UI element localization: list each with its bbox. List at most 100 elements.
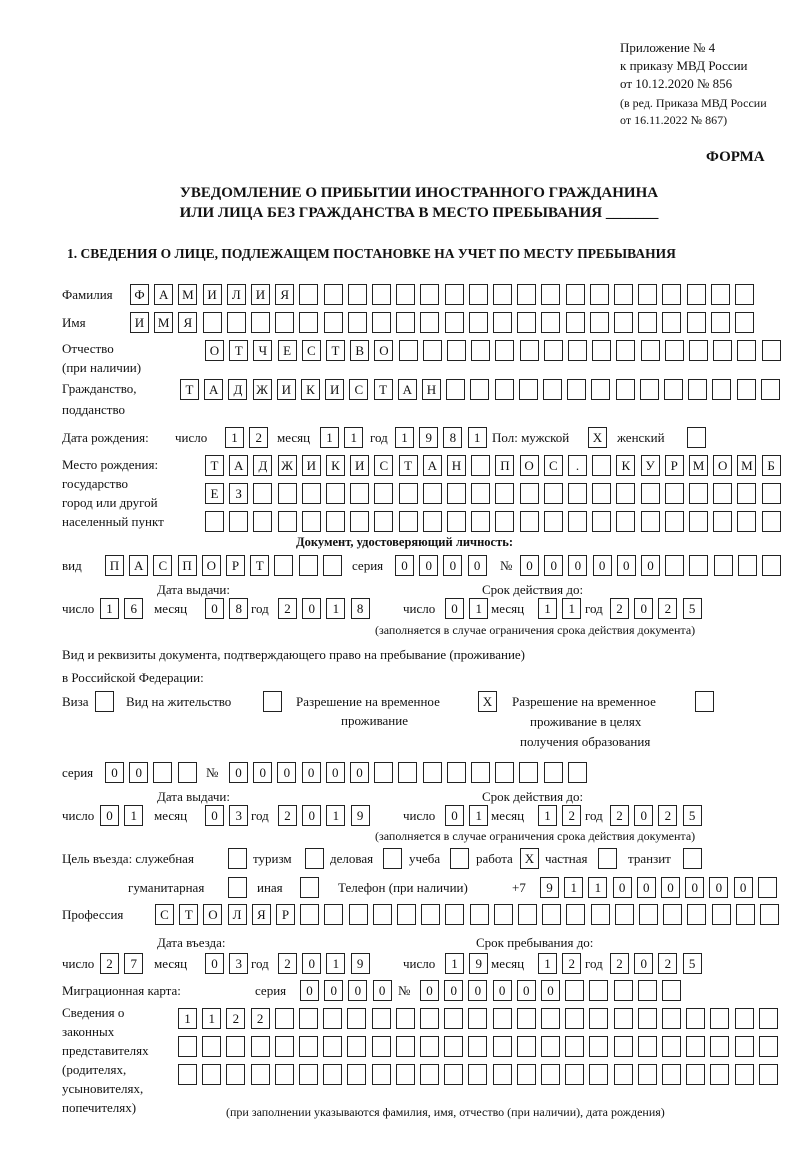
reps-3-box[interactable] [541,1064,560,1085]
patronymic-box[interactable] [447,340,466,361]
surname-box[interactable] [517,284,537,305]
phone-box[interactable]: 9 [540,877,559,898]
purpose-study-box[interactable] [450,848,469,869]
birth-place-3-box[interactable] [713,511,733,532]
reps-1-box[interactable] [299,1008,318,1029]
patronymic-box[interactable] [664,340,684,361]
id-number-box[interactable]: 0 [520,555,539,576]
reps-2-box[interactable] [395,1036,415,1057]
birth-place-1-box[interactable]: О [519,455,539,476]
id-valid-day-box[interactable]: 0 [445,598,464,619]
reps-2-box[interactable] [662,1036,681,1057]
birth-place-2-box[interactable] [616,483,636,504]
profession-box[interactable] [735,904,755,925]
birth-month-box[interactable]: 1 [320,427,339,448]
reps-2-box[interactable] [371,1036,391,1057]
birth-place-3-box[interactable] [737,511,757,532]
reps-2-box[interactable] [565,1036,585,1057]
reps-3-box[interactable] [468,1064,488,1085]
name-box[interactable] [251,312,270,333]
purpose-tourism-box[interactable] [305,848,324,869]
name-box[interactable]: Я [178,312,198,333]
surname-box[interactable] [323,284,343,305]
birth-place-2-box[interactable] [543,483,563,504]
birth-place-1-box[interactable]: Ж [277,455,297,476]
birth-place-1-box[interactable]: И [301,455,321,476]
profession-box[interactable] [300,904,320,925]
citizenship-box[interactable]: Д [228,379,248,400]
id-number-box[interactable]: 0 [641,555,660,576]
citizenship-box[interactable]: К [301,379,320,400]
birth-year-box[interactable]: 1 [467,427,487,448]
reps-1-box[interactable] [323,1008,343,1029]
reps-3-box[interactable] [589,1064,609,1085]
birth-place-1-box[interactable]: Т [398,455,418,476]
birth-place-2-box[interactable] [301,483,321,504]
name-box[interactable] [420,312,440,333]
id-series-box[interactable]: 0 [395,555,414,576]
reps-2-box[interactable] [299,1036,318,1057]
reps-1-box[interactable] [274,1008,294,1029]
reps-3-box[interactable] [565,1064,585,1085]
sex-male-box[interactable]: X [588,427,607,448]
purpose-humanitarian-box[interactable] [228,877,247,898]
birth-place-1-box[interactable]: А [422,455,442,476]
reps-2-box[interactable] [202,1036,222,1057]
reps-1-box[interactable] [420,1008,439,1029]
id-valid-month-box[interactable]: 1 [562,598,582,619]
stay-until-day-box[interactable]: 9 [469,953,489,974]
reps-1-box[interactable] [468,1008,488,1029]
id-kind-box[interactable] [274,555,294,576]
citizenship-box[interactable] [688,379,708,400]
name-box[interactable] [614,312,633,333]
citizenship-box[interactable]: И [276,379,296,400]
birth-place-2-box[interactable] [519,483,539,504]
reps-2-box[interactable] [178,1036,197,1057]
id-issue-month-box[interactable]: 0 [205,598,224,619]
reps-1-box[interactable]: 2 [250,1008,270,1029]
entry-month-box[interactable]: 3 [229,953,249,974]
reps-2-box[interactable] [250,1036,270,1057]
entry-day-box[interactable]: 7 [124,953,144,974]
id-kind-box[interactable]: А [129,555,149,576]
reps-1-box[interactable] [516,1008,536,1029]
reps-3-box[interactable] [662,1064,681,1085]
id-valid-month-box[interactable]: 1 [538,598,557,619]
sex-female-box[interactable] [687,427,706,448]
birth-place-1-box[interactable]: Т [205,455,224,476]
surname-box[interactable] [347,284,367,305]
patronymic-box[interactable] [713,340,733,361]
stay-number-box[interactable]: 0 [229,762,248,783]
name-box[interactable] [396,312,416,333]
citizenship-box[interactable]: Т [373,379,393,400]
profession-box[interactable] [348,904,368,925]
reps-2-box[interactable] [637,1036,657,1057]
citizenship-box[interactable] [664,379,683,400]
birth-place-1-box[interactable]: А [229,455,249,476]
reps-3-box[interactable] [274,1064,294,1085]
stay-series-box[interactable]: 0 [105,762,124,783]
temp-res-box[interactable]: X [478,691,497,712]
id-kind-box[interactable] [322,555,342,576]
reps-1-box[interactable] [565,1008,585,1029]
id-series-box[interactable]: 0 [443,555,463,576]
stay-valid-day-box[interactable]: 1 [469,805,489,826]
reps-1-box[interactable] [613,1008,633,1029]
name-box[interactable] [493,312,512,333]
purpose-other-box[interactable] [300,877,319,898]
purpose-private-box[interactable] [598,848,617,869]
reps-2-box[interactable] [541,1036,560,1057]
surname-box[interactable] [614,284,633,305]
surname-box[interactable]: Ф [130,284,149,305]
visa-box[interactable] [95,691,114,712]
birth-place-2-box[interactable] [471,483,491,504]
mig-series-box[interactable]: 0 [324,980,344,1001]
phone-box[interactable]: 0 [636,877,656,898]
phone-box[interactable] [757,877,777,898]
birth-place-2-box[interactable] [495,483,515,504]
surname-box[interactable] [444,284,464,305]
id-issue-year-box[interactable]: 8 [350,598,370,619]
reps-2-box[interactable] [710,1036,730,1057]
birth-place-1-box[interactable]: К [616,455,636,476]
citizenship-box[interactable] [639,379,659,400]
